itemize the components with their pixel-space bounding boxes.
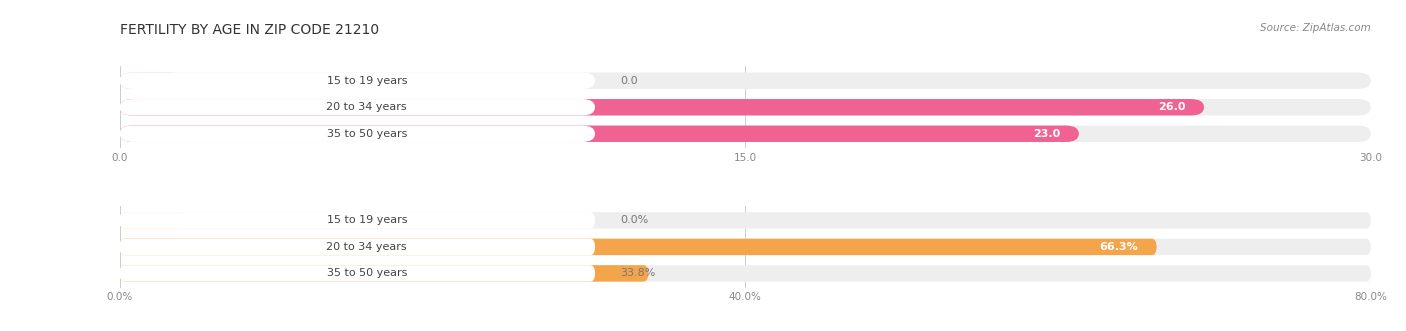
FancyBboxPatch shape [120, 212, 595, 229]
Text: 15 to 19 years: 15 to 19 years [326, 76, 406, 86]
FancyBboxPatch shape [120, 125, 1371, 142]
FancyBboxPatch shape [120, 265, 648, 282]
FancyBboxPatch shape [120, 99, 595, 116]
FancyBboxPatch shape [120, 239, 1371, 255]
Text: 66.3%: 66.3% [1099, 242, 1137, 252]
FancyBboxPatch shape [120, 265, 1371, 282]
Text: 35 to 50 years: 35 to 50 years [326, 129, 406, 139]
FancyBboxPatch shape [120, 72, 1371, 89]
Text: 26.0: 26.0 [1157, 102, 1185, 112]
FancyBboxPatch shape [120, 239, 595, 255]
FancyBboxPatch shape [120, 125, 595, 142]
FancyBboxPatch shape [120, 239, 1157, 255]
FancyBboxPatch shape [120, 72, 183, 89]
FancyBboxPatch shape [120, 212, 183, 229]
Text: FERTILITY BY AGE IN ZIP CODE 21210: FERTILITY BY AGE IN ZIP CODE 21210 [120, 23, 378, 37]
Text: 0.0%: 0.0% [620, 215, 648, 225]
Text: 15 to 19 years: 15 to 19 years [326, 215, 406, 225]
FancyBboxPatch shape [120, 99, 1371, 116]
Text: Source: ZipAtlas.com: Source: ZipAtlas.com [1260, 23, 1371, 33]
Text: 33.8%: 33.8% [620, 268, 655, 278]
FancyBboxPatch shape [120, 265, 595, 282]
Text: 23.0: 23.0 [1033, 129, 1060, 139]
FancyBboxPatch shape [120, 125, 1078, 142]
Text: 20 to 34 years: 20 to 34 years [326, 102, 408, 112]
FancyBboxPatch shape [120, 72, 595, 89]
Text: 35 to 50 years: 35 to 50 years [326, 268, 406, 278]
Text: 0.0: 0.0 [620, 76, 638, 86]
FancyBboxPatch shape [120, 99, 1204, 116]
FancyBboxPatch shape [120, 212, 1371, 229]
Text: 20 to 34 years: 20 to 34 years [326, 242, 408, 252]
